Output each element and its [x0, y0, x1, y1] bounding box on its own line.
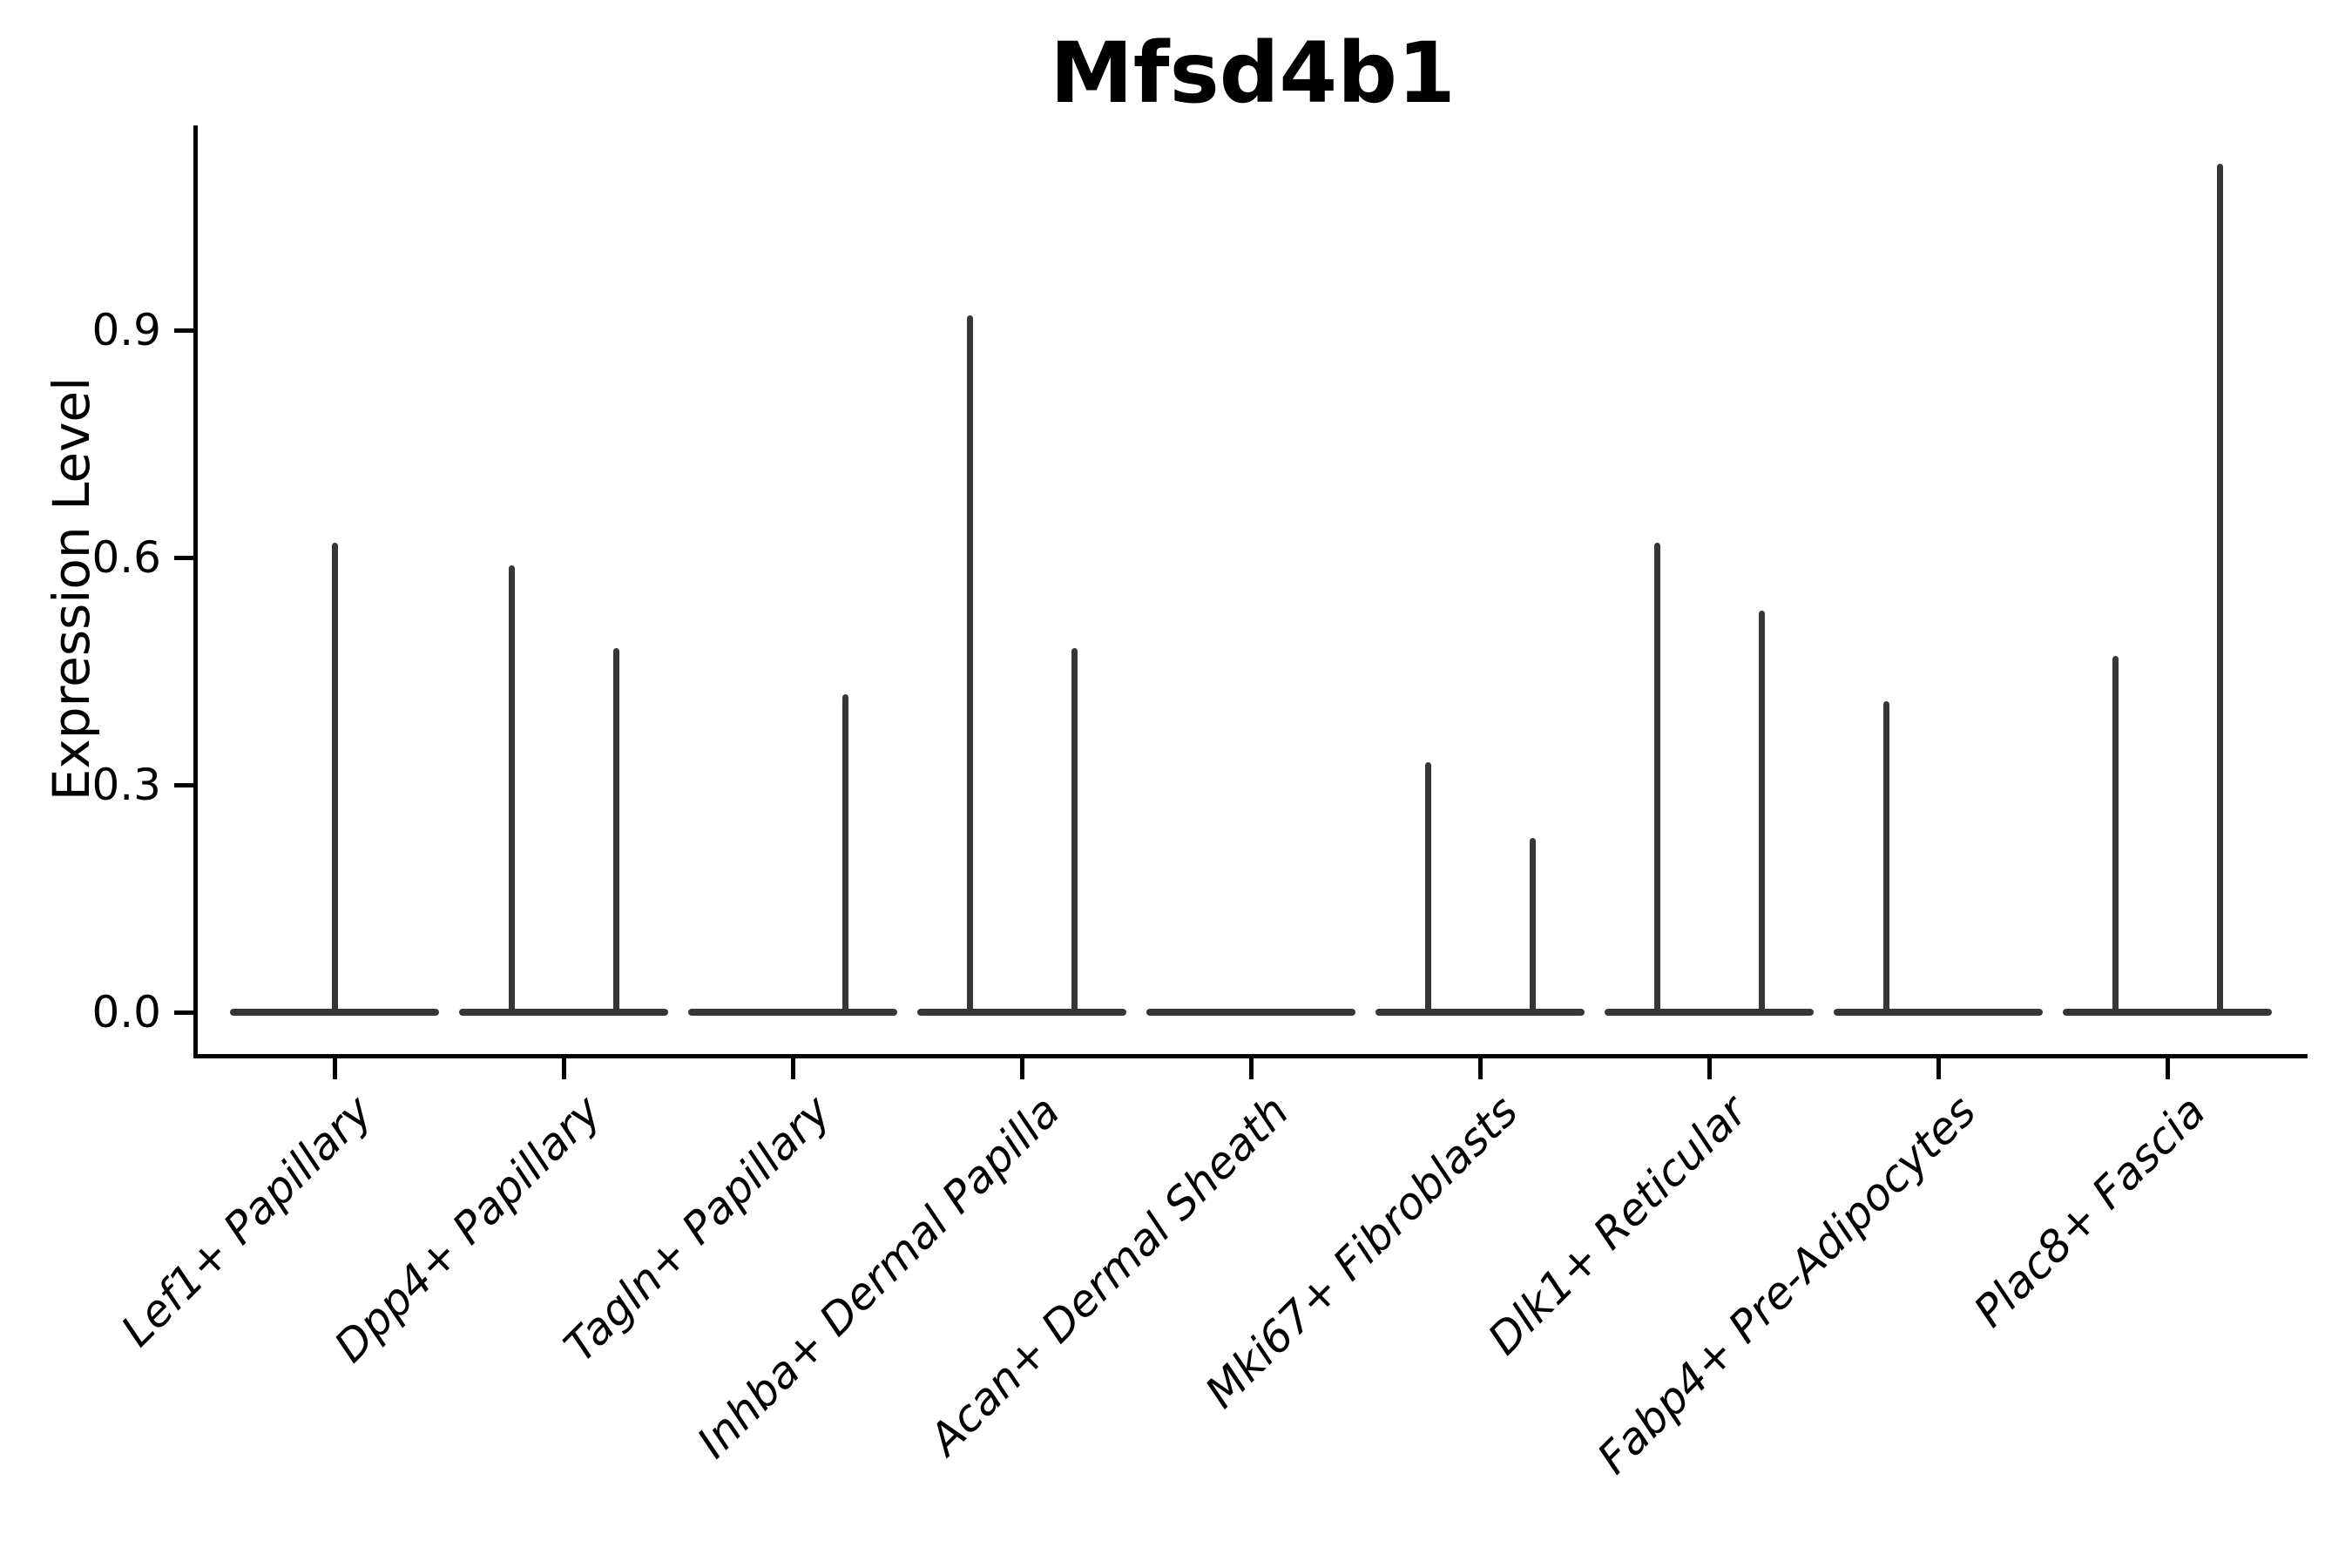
x-tick-label: Lef1+ Papillary [112, 1085, 382, 1356]
y-tick-label: 0.6 [91, 532, 161, 583]
y-axis-spine [193, 125, 198, 1058]
violin-spike [508, 564, 515, 1016]
violin-spike [1424, 761, 1431, 1016]
violin-spike [331, 542, 338, 1016]
violin-baseline [688, 1009, 897, 1016]
y-tick-label: 0.0 [91, 987, 161, 1037]
x-tick-mark [332, 1058, 337, 1079]
violin-baseline [2063, 1009, 2272, 1016]
violin-spike [2216, 163, 2223, 1016]
y-tick-label: 0.9 [91, 305, 161, 355]
chart-title: Mfsd4b1 [1050, 24, 1456, 122]
x-tick-label: Fabp4+ Pre-Adipocytes [1588, 1085, 1986, 1484]
violin-spike [1071, 648, 1078, 1016]
x-tick-mark [1248, 1058, 1254, 1079]
x-tick-label: Plac8+ Fascia [1963, 1085, 2215, 1337]
x-tick-mark [1477, 1058, 1483, 1079]
violin-spike [612, 648, 619, 1016]
y-tick-mark [174, 782, 193, 787]
violin-spike [841, 693, 848, 1016]
x-tick-mark [1936, 1058, 1941, 1079]
y-tick-label: 0.3 [91, 760, 161, 810]
x-tick-mark [1019, 1058, 1024, 1079]
x-tick-mark [561, 1058, 566, 1079]
x-tick-mark [790, 1058, 795, 1079]
violin-baseline [1146, 1009, 1355, 1016]
y-tick-mark [174, 1010, 193, 1015]
x-tick-mark [2165, 1058, 2170, 1079]
x-axis-spine [193, 1054, 2308, 1058]
violin-spike [1529, 837, 1536, 1016]
y-tick-mark [174, 555, 193, 560]
violin-spike [2112, 656, 2119, 1016]
violin-baseline [917, 1009, 1126, 1016]
violin-spike [966, 314, 973, 1016]
violin-spike [1758, 610, 1765, 1016]
violin-baseline [1605, 1009, 1814, 1016]
violin-baseline [1834, 1009, 2043, 1016]
violin-baseline [1375, 1009, 1585, 1016]
y-axis-label: Expression Level [42, 376, 101, 801]
y-tick-mark [174, 328, 193, 333]
violin-baseline [459, 1009, 668, 1016]
x-tick-mark [1707, 1058, 1712, 1079]
violin-spike [1882, 701, 1889, 1016]
violin-spike [1653, 542, 1660, 1016]
